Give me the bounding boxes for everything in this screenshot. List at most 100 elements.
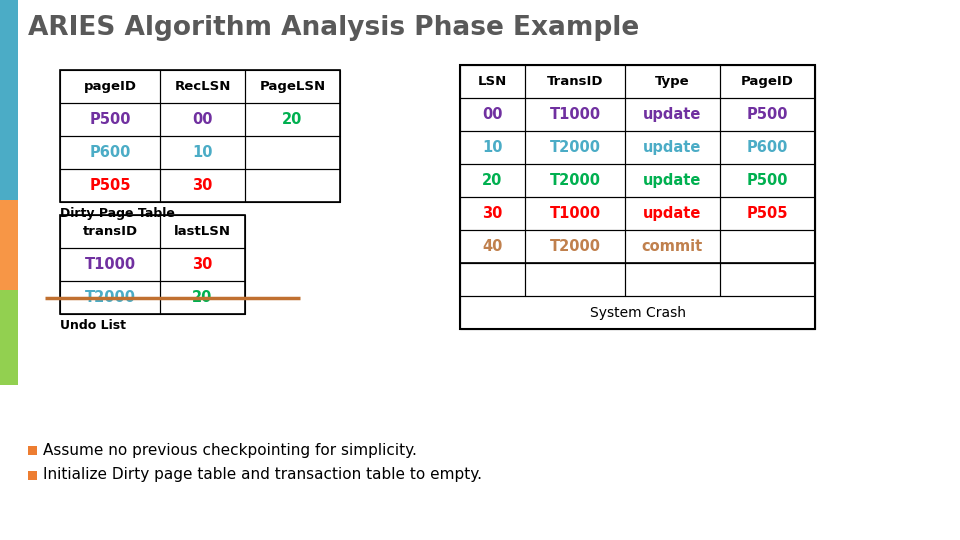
Bar [525, 230, 625, 263]
Bar [60, 281, 160, 314]
Text: 30: 30 [192, 178, 213, 193]
Text: P600: P600 [89, 145, 131, 160]
Text: P500: P500 [89, 112, 131, 127]
Text: T1000: T1000 [84, 257, 135, 272]
Text: 10: 10 [192, 145, 213, 160]
Text: P500: P500 [747, 173, 788, 188]
Bar [525, 164, 625, 197]
Bar [720, 65, 815, 98]
Bar [460, 65, 815, 263]
Text: pageID: pageID [84, 80, 136, 93]
Text: T2000: T2000 [549, 173, 601, 188]
Text: T2000: T2000 [549, 239, 601, 254]
Bar [720, 230, 815, 263]
Bar [160, 70, 245, 103]
Text: update: update [643, 206, 702, 221]
Bar [625, 197, 720, 230]
Bar [28, 446, 37, 455]
Text: PageID: PageID [741, 75, 794, 88]
Text: 20: 20 [282, 112, 302, 127]
Text: transID: transID [83, 225, 137, 238]
Text: update: update [643, 140, 702, 155]
Bar [60, 136, 160, 169]
Bar [160, 281, 245, 314]
Bar [0, 200, 18, 290]
Bar [245, 103, 340, 136]
Text: P505: P505 [747, 206, 788, 221]
Bar [720, 131, 815, 164]
Text: lastLSN: lastLSN [174, 225, 231, 238]
Bar [625, 65, 720, 98]
Bar [460, 65, 525, 98]
Bar [460, 164, 525, 197]
Bar [460, 263, 525, 296]
Bar [525, 197, 625, 230]
Text: RecLSN: RecLSN [175, 80, 230, 93]
Bar [0, 0, 18, 200]
Bar [460, 197, 525, 230]
Bar [60, 70, 160, 103]
Text: Type: Type [655, 75, 690, 88]
Text: 00: 00 [192, 112, 213, 127]
Bar [60, 103, 160, 136]
Bar [525, 263, 625, 296]
Text: commit: commit [642, 239, 703, 254]
Bar [460, 230, 525, 263]
Bar [60, 169, 160, 202]
Bar [525, 65, 625, 98]
Bar [160, 248, 245, 281]
Bar [720, 263, 815, 296]
Text: 30: 30 [482, 206, 503, 221]
Bar [160, 103, 245, 136]
Text: T1000: T1000 [549, 206, 601, 221]
Bar [525, 131, 625, 164]
Text: 20: 20 [482, 173, 503, 188]
Bar [460, 296, 815, 329]
Text: 00: 00 [482, 107, 503, 122]
Bar [625, 164, 720, 197]
Text: 30: 30 [192, 257, 213, 272]
Text: update: update [643, 107, 702, 122]
Bar [245, 70, 340, 103]
Bar [160, 169, 245, 202]
Bar [245, 169, 340, 202]
Text: Undo List: Undo List [60, 319, 126, 332]
Bar [60, 215, 160, 248]
Text: 40: 40 [482, 239, 503, 254]
Text: Dirty Page Table: Dirty Page Table [60, 207, 175, 220]
Text: update: update [643, 173, 702, 188]
Text: P500: P500 [747, 107, 788, 122]
Text: Initialize Dirty page table and transaction table to empty.: Initialize Dirty page table and transact… [43, 468, 482, 483]
Bar [460, 131, 525, 164]
Bar [625, 98, 720, 131]
Text: Assume no previous checkpointing for simplicity.: Assume no previous checkpointing for sim… [43, 442, 417, 457]
Bar [720, 98, 815, 131]
Bar [460, 65, 815, 329]
Text: P600: P600 [747, 140, 788, 155]
Text: ARIES Algorithm Analysis Phase Example: ARIES Algorithm Analysis Phase Example [28, 15, 639, 41]
Text: TransID: TransID [547, 75, 603, 88]
Bar [28, 470, 37, 480]
Text: LSN: LSN [478, 75, 507, 88]
Text: System Crash: System Crash [589, 306, 685, 320]
Text: 20: 20 [192, 290, 213, 305]
Bar [160, 136, 245, 169]
Bar [0, 290, 18, 385]
Bar [60, 70, 340, 202]
Text: 10: 10 [482, 140, 503, 155]
Text: T2000: T2000 [549, 140, 601, 155]
Bar [160, 215, 245, 248]
Bar [525, 98, 625, 131]
Bar [625, 230, 720, 263]
Text: T1000: T1000 [549, 107, 601, 122]
Bar [60, 248, 160, 281]
Bar [720, 164, 815, 197]
Text: T2000: T2000 [84, 290, 135, 305]
Bar [625, 263, 720, 296]
Text: P505: P505 [89, 178, 131, 193]
Text: PageLSN: PageLSN [259, 80, 325, 93]
Bar [60, 215, 245, 314]
Bar [245, 136, 340, 169]
Bar [460, 98, 525, 131]
Bar [625, 131, 720, 164]
